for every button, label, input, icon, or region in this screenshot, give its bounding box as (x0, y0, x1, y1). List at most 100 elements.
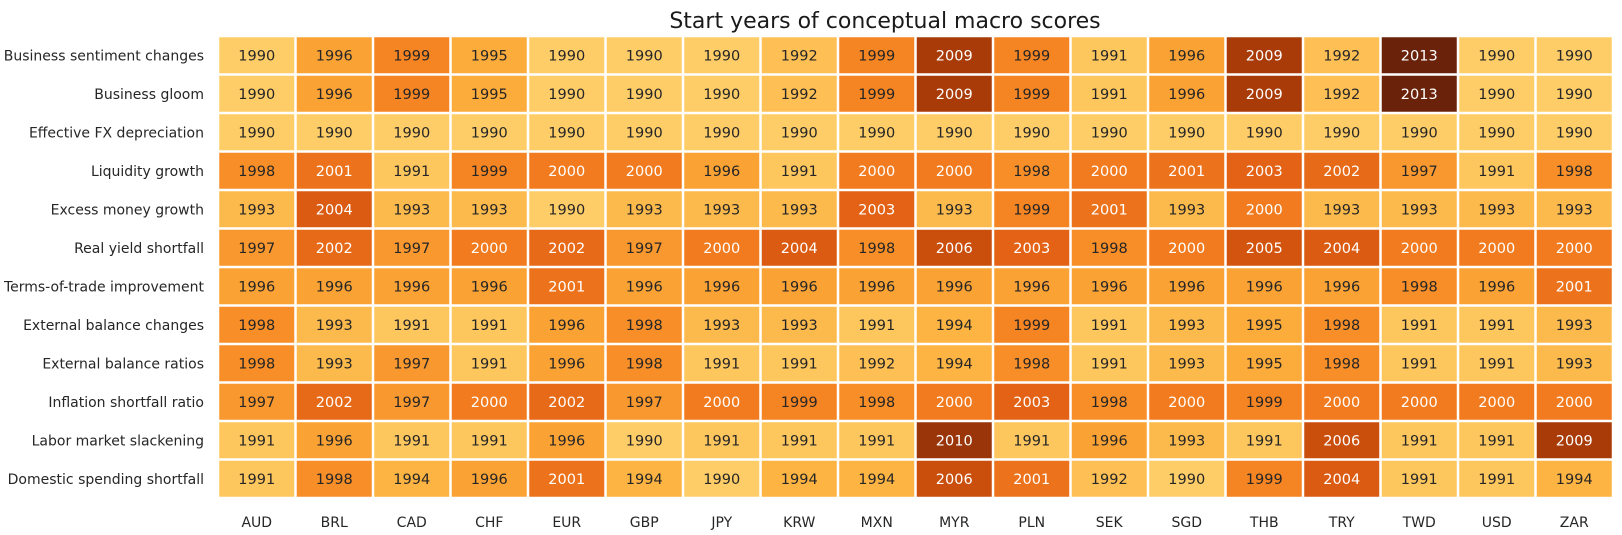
heatmap-cell (374, 345, 450, 382)
heatmap-cell (916, 114, 992, 151)
heatmap-cell (1149, 191, 1225, 228)
heatmap-cell (684, 152, 760, 189)
heatmap-cell (1304, 37, 1380, 74)
heatmap-cell (1149, 268, 1225, 305)
heatmap-cell (1459, 114, 1535, 151)
heatmap-cell (1226, 229, 1302, 266)
cell-value-label: 1996 (393, 279, 430, 295)
heatmap-cell (839, 75, 915, 112)
row-label: Liquidity growth (91, 164, 204, 180)
heatmap-cell (839, 268, 915, 305)
cell-value-label: 2009 (936, 87, 973, 103)
cell-value-label: 1996 (238, 279, 275, 295)
cell-value-label: 1999 (1013, 202, 1050, 218)
heatmap-cell (1304, 268, 1380, 305)
row-label: Business sentiment changes (4, 48, 204, 64)
heatmap-cell (606, 460, 682, 497)
heatmap-cell (296, 37, 372, 74)
cell-value-label: 1998 (858, 395, 895, 411)
cell-value-label: 2009 (1246, 48, 1283, 64)
cell-value-label: 2001 (1556, 279, 1593, 295)
cell-value-label: 1992 (1323, 48, 1360, 64)
cell-value-label: 1999 (1013, 87, 1050, 103)
cell-value-label: 1996 (936, 279, 973, 295)
heatmap-cell (1459, 191, 1535, 228)
heatmap-cell (916, 37, 992, 74)
heatmap-cell (1071, 268, 1147, 305)
cell-value-label: 2001 (548, 279, 585, 295)
cell-value-label: 1996 (316, 48, 353, 64)
heatmap-cell (1226, 460, 1302, 497)
cell-value-label: 2004 (781, 241, 818, 257)
cell-value-label: 1993 (238, 202, 275, 218)
heatmap-cell (1381, 37, 1457, 74)
heatmap-cell (916, 229, 992, 266)
column-label: AUD (241, 515, 272, 531)
heatmap-cell (1459, 75, 1535, 112)
cell-value-label: 2000 (858, 164, 895, 180)
heatmap-cell (529, 383, 605, 420)
cell-value-label: 1991 (1013, 433, 1050, 449)
heatmap-cell (374, 114, 450, 151)
cell-value-label: 2000 (1401, 395, 1438, 411)
cell-value-label: 2009 (1556, 433, 1593, 449)
cell-value-label: 2000 (703, 395, 740, 411)
cell-value-label: 1990 (1091, 125, 1128, 141)
cell-value-label: 2010 (936, 433, 973, 449)
cell-value-label: 2001 (1013, 472, 1050, 488)
cell-value-label: 1995 (471, 87, 508, 103)
cell-value-label: 2000 (471, 241, 508, 257)
heatmap-cell (606, 229, 682, 266)
cell-value-label: 1994 (936, 318, 973, 334)
heatmap-cell (761, 229, 837, 266)
cell-value-label: 1996 (316, 279, 353, 295)
cell-value-label: 1999 (858, 48, 895, 64)
cell-value-label: 1992 (781, 87, 818, 103)
heatmap-cell (839, 229, 915, 266)
heatmap-cell (451, 460, 527, 497)
cell-value-label: 2000 (1556, 395, 1593, 411)
heatmap-cell (296, 229, 372, 266)
heatmap-cell (684, 229, 760, 266)
heatmap-cell (1226, 268, 1302, 305)
heatmap-cell (1226, 37, 1302, 74)
cell-value-label: 1991 (1401, 356, 1438, 372)
heatmap-cell (1149, 37, 1225, 74)
heatmap-cell (1536, 75, 1612, 112)
cell-value-label: 1991 (1478, 164, 1515, 180)
cell-value-label: 1993 (316, 318, 353, 334)
heatmap-cell (1149, 152, 1225, 189)
heatmap-cell (1226, 75, 1302, 112)
heatmap-cell (761, 191, 837, 228)
heatmap-cell (1536, 268, 1612, 305)
heatmap-cell (219, 37, 295, 74)
cell-value-label: 1991 (858, 433, 895, 449)
cell-value-label: 1993 (1556, 318, 1593, 334)
cell-value-label: 1990 (626, 87, 663, 103)
cell-value-label: 1993 (1556, 356, 1593, 372)
heatmap-cell (994, 75, 1070, 112)
cell-value-label: 2001 (316, 164, 353, 180)
heatmap-cell (1381, 229, 1457, 266)
cell-value-label: 1996 (1168, 279, 1205, 295)
heatmap-cell (761, 422, 837, 459)
cell-value-label: 1993 (1168, 433, 1205, 449)
cell-value-label: 1990 (1556, 87, 1593, 103)
cell-value-label: 1994 (1556, 472, 1593, 488)
heatmap-cell (296, 460, 372, 497)
cell-value-label: 2009 (1246, 87, 1283, 103)
heatmap-cell (1536, 114, 1612, 151)
cell-value-label: 1996 (1478, 279, 1515, 295)
heatmap-cell (994, 345, 1070, 382)
cell-value-label: 1991 (1478, 356, 1515, 372)
cell-value-label: 1997 (238, 241, 275, 257)
cell-value-label: 1999 (393, 48, 430, 64)
heatmap-cell (761, 268, 837, 305)
cell-value-label: 1996 (781, 279, 818, 295)
heatmap-cell (219, 383, 295, 420)
heatmap-cell (374, 268, 450, 305)
heatmap-cell (529, 306, 605, 343)
cell-value-label: 1997 (626, 395, 663, 411)
heatmap-cell (1459, 152, 1535, 189)
heatmap-cell (1381, 152, 1457, 189)
